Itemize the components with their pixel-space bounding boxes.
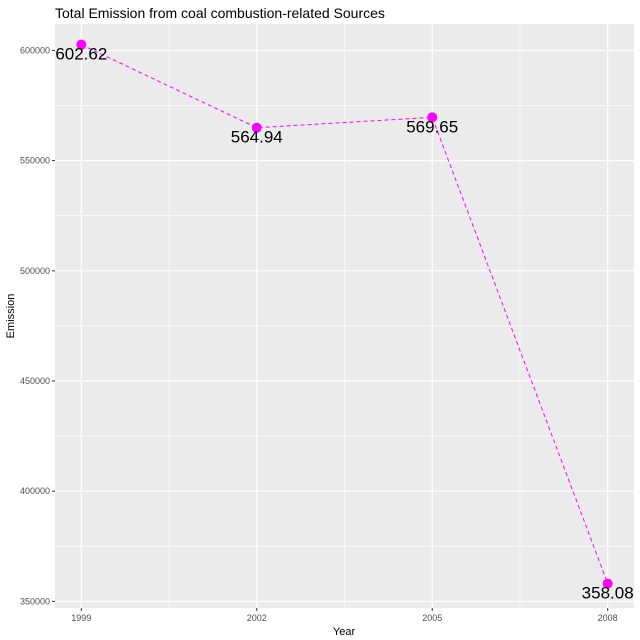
data-labels: 602.62 564.94 569.65 358.08 [55,45,633,603]
x-tick-label: 2002 [247,613,267,623]
data-point [602,578,613,589]
y-tick-label: 500000 [20,266,50,276]
major-gridlines [55,24,634,608]
data-label: 564.94 [231,128,283,147]
y-tick-label: 550000 [20,156,50,166]
x-tick-label: 2008 [598,613,618,623]
data-label: 602.62 [55,45,107,64]
data-point [251,122,262,133]
x-axis: 1999 2002 2005 2008 [71,608,618,623]
y-axis-title: Emission [5,294,17,339]
y-tick-label: 450000 [20,376,50,386]
y-axis: 350000 400000 450000 500000 550000 600000 [20,45,55,606]
y-tick-label: 600000 [20,45,50,55]
x-tick-label: 1999 [71,613,91,623]
series-path [81,44,609,584]
y-tick-label: 400000 [20,486,50,496]
data-label: 569.65 [406,117,458,136]
x-tick-label: 2005 [422,613,442,623]
series-line [81,44,609,584]
minor-gridlines [55,24,634,608]
data-label: 358.08 [582,584,634,603]
y-tick-label: 350000 [20,596,50,606]
data-point [427,112,438,123]
chart-title: Total Emission from coal combustion-rela… [55,5,385,21]
x-axis-title: Year [333,626,356,638]
data-points [76,39,613,589]
data-point [76,39,87,50]
